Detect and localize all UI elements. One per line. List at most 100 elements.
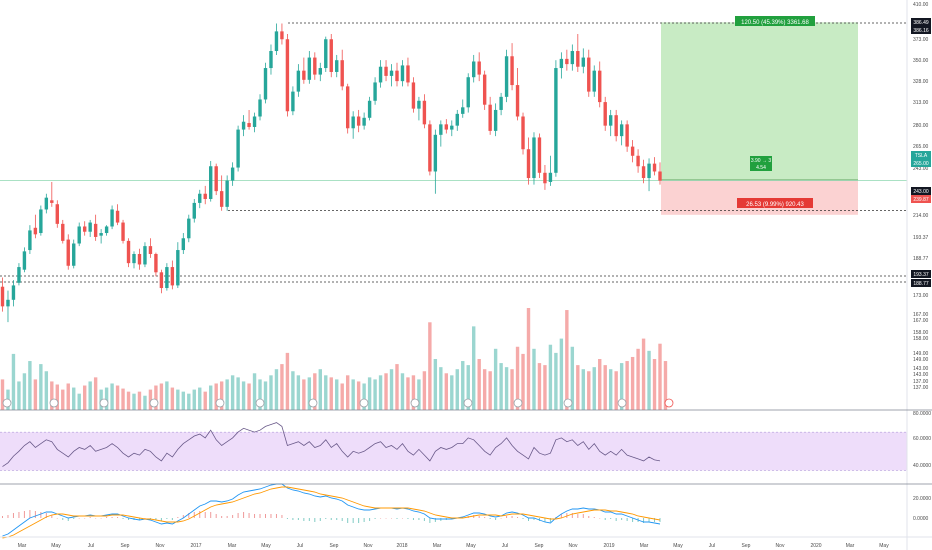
- macd-histogram-bar: [560, 514, 562, 518]
- rsi-tick-label: 40.0000: [913, 463, 931, 469]
- macd-histogram-bar: [643, 518, 645, 523]
- time-axis-label: Sep: [330, 543, 339, 549]
- macd-histogram-bar: [440, 518, 442, 521]
- volume-bar: [148, 389, 153, 410]
- candlesticks: [0, 23, 662, 323]
- price-axis-label-box: [911, 159, 931, 167]
- price-tick-label: 373.00: [913, 37, 929, 43]
- volume-bar: [384, 373, 388, 410]
- earnings-marker: [2, 398, 12, 408]
- volume-bar: [455, 369, 459, 410]
- volume-bar: [373, 379, 377, 410]
- macd-histogram-bar: [522, 518, 524, 519]
- candle-body: [378, 66, 383, 83]
- candle-body: [411, 82, 416, 109]
- macd-histogram-bar: [495, 518, 497, 520]
- candle-body: [433, 134, 438, 172]
- candle-body: [28, 230, 32, 251]
- time-axis-label: 2017: [190, 543, 201, 549]
- candle-body: [181, 238, 186, 251]
- time-axis-label: Sep: [535, 543, 544, 549]
- earnings-marker: [617, 398, 627, 408]
- candle-body: [395, 70, 399, 82]
- macd-histogram-bar: [363, 518, 365, 522]
- macd-histogram-bar: [528, 518, 529, 521]
- candle-body: [291, 91, 295, 112]
- volume-bar: [307, 377, 312, 410]
- volume-bar: [428, 322, 432, 410]
- volume-bar: [499, 363, 503, 410]
- event-markers[interactable]: [2, 398, 674, 408]
- candle-body: [137, 253, 142, 265]
- macd-histogram-bar: [286, 518, 288, 519]
- macd-histogram-bar: [538, 518, 540, 521]
- macd-histogram-bar: [599, 518, 601, 519]
- volume-bar: [104, 387, 109, 410]
- volume-bar: [17, 381, 21, 410]
- macd-histogram-bar: [128, 518, 130, 520]
- volume-bar: [170, 387, 175, 410]
- price-tick-label: 265.00: [913, 144, 929, 150]
- volume-bar: [318, 369, 322, 410]
- signal-line: [2, 486, 661, 539]
- candle-body: [466, 77, 470, 108]
- candle-body: [143, 246, 147, 265]
- macd-histogram-bar: [358, 518, 360, 523]
- price-tick-label: 193.37: [913, 235, 929, 241]
- price-axis-label-box: [911, 18, 931, 26]
- macd-histogram-bar: [45, 513, 47, 518]
- time-axis-label: Mar: [846, 543, 855, 549]
- candle-body: [192, 202, 196, 219]
- volume-bar: [477, 359, 481, 410]
- candle-body: [11, 285, 16, 300]
- time-axis-label: Nov: [364, 543, 373, 549]
- volume-bar: [576, 365, 580, 410]
- volume-bar: [143, 395, 147, 410]
- volume-bar: [192, 389, 196, 410]
- macd-histogram-bar: [23, 511, 25, 518]
- candle-body: [598, 70, 602, 103]
- macd-histogram-bar: [418, 518, 420, 520]
- volume-bar: [356, 381, 361, 410]
- profit-label: 120.50 (45.39%) 3361.68: [741, 20, 809, 26]
- volume-tick-label: 149.00: [913, 357, 929, 363]
- price-axis-label-box: [911, 279, 931, 287]
- rsi-band: [0, 432, 907, 471]
- macd-histogram-bar: [412, 518, 414, 520]
- volume-bar: [565, 310, 569, 410]
- volume-bar: [395, 364, 399, 410]
- time-axis-label: Sep: [742, 543, 751, 549]
- candle-body: [263, 68, 268, 100]
- volume-bar: [559, 338, 564, 410]
- volume-bar: [72, 387, 76, 410]
- price-tick-label: 167.00: [913, 312, 929, 318]
- volume-bar: [77, 393, 81, 410]
- macd-histogram-bar: [221, 516, 223, 518]
- position-zones[interactable]: [661, 22, 858, 215]
- volume-bar: [55, 384, 59, 410]
- macd-histogram-bar: [654, 518, 656, 522]
- time-axis-label: Jul: [88, 543, 94, 549]
- price-axis-label-box: [911, 26, 931, 34]
- volume-bar: [598, 359, 602, 410]
- macd-histogram-bar: [369, 518, 371, 521]
- volume-bar: [587, 371, 591, 410]
- macd-histogram-bar: [270, 514, 272, 518]
- volume-bar: [82, 385, 87, 410]
- macd-histogram-bar: [7, 515, 9, 518]
- earnings-marker: [463, 398, 473, 408]
- volume-bar: [351, 379, 355, 410]
- macd-histogram-bar: [34, 511, 36, 518]
- volume-bar: [324, 375, 328, 410]
- macd-histogram-bar: [281, 515, 283, 518]
- candle-body: [532, 137, 536, 179]
- macd-histogram-bar: [582, 514, 584, 518]
- time-axis-label: Mar: [18, 543, 27, 549]
- candle-body: [488, 104, 492, 131]
- candle-body: [603, 102, 607, 126]
- loss-zone: [661, 180, 858, 215]
- candle-body: [521, 116, 525, 150]
- volume-bar: [510, 369, 514, 410]
- candle-body: [203, 193, 207, 199]
